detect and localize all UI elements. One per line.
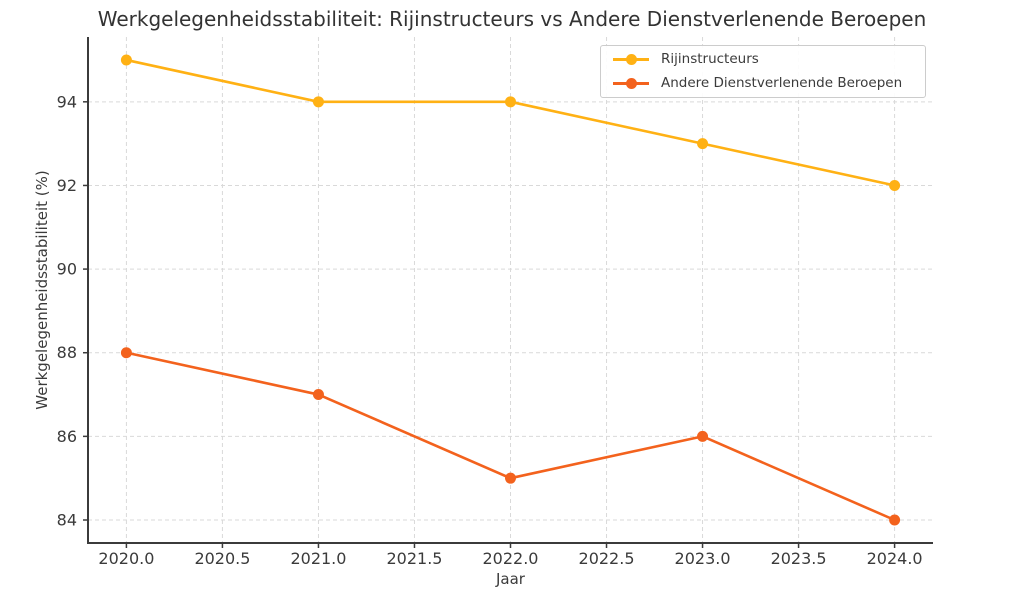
data-point-marker [889,514,901,526]
x-tick-label: 2021.0 [290,549,346,568]
data-point-marker [889,179,901,191]
axis-tick-labels: 2020.0 2020.5 2021.0 2021.5 2022.0 2022.5 2023… [57,92,923,568]
data-point-marker [505,472,516,484]
legend-label: Andere Dienstverlenende Beroepen [661,75,903,91]
gridlines [88,37,933,543]
data-point-marker [312,96,324,108]
y-tick-label: 94 [57,92,77,111]
x-tick-label: 2020.0 [98,549,154,568]
legend-item-andere-beroepen: Andere Dienstverlenende Beroepen [613,74,913,93]
x-tick-label: 2021.5 [386,549,442,568]
x-tick-label: 2023.5 [771,549,827,568]
chart-title: Werkgelegenheidsstabiliteit: Rijinstruct… [97,7,927,31]
data-point-marker [697,430,709,442]
data-point-marker [120,347,132,359]
data-point-marker [120,54,132,66]
legend-marker-icon [626,54,637,66]
y-axis-label: Werkgelegenheidsstabiliteit (%) [33,170,51,410]
legend: Rijinstructeurs Andere Dienstverlenende … [600,45,926,98]
data-point-marker [697,138,709,150]
y-tick-label: 92 [57,176,77,195]
x-tick-label: 2022.0 [483,549,539,568]
legend-label: Rijinstructeurs [661,51,759,68]
legend-marker-icon [626,77,637,89]
legend-item-rijinstructeurs: Rijinstructeurs [613,50,913,69]
data-point-marker [505,96,516,108]
x-tick-label: 2020.5 [194,549,250,568]
legend-line-sample-icon [613,77,649,89]
data-point-marker [312,389,324,401]
data-series [120,54,901,526]
x-tick-label: 2023.0 [675,549,731,568]
y-tick-label: 86 [57,427,77,446]
x-tick-label: 2024.0 [867,549,923,568]
axis-ticks [83,101,896,548]
y-tick-label: 88 [57,343,77,362]
x-axis-label: Jaar [496,570,525,588]
x-tick-label: 2022.5 [579,549,635,568]
legend-line-sample-icon [613,54,649,66]
y-tick-label: 84 [57,511,77,530]
y-tick-label: 90 [57,260,77,279]
